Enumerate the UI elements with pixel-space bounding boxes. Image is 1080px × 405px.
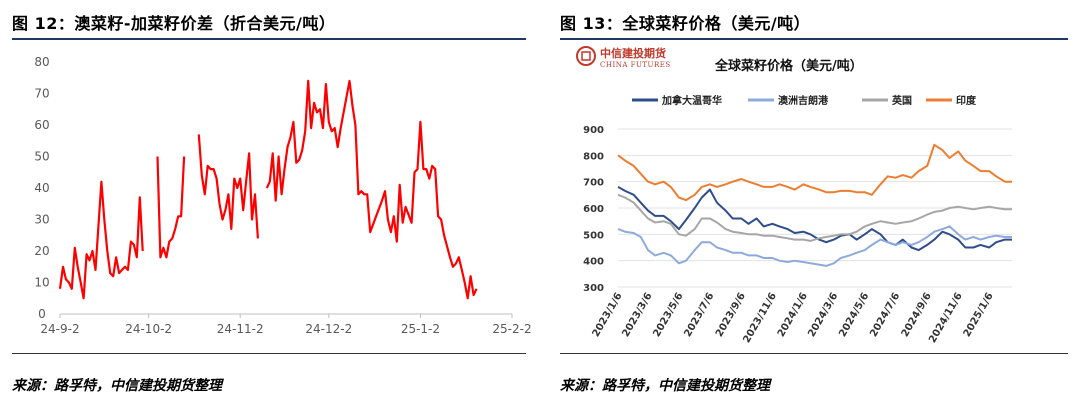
y-tick-label: 70 (34, 87, 49, 101)
x-tick-label: 25-2-2 (492, 322, 531, 336)
figure-12-top-rule (12, 38, 526, 40)
figure-13-series (617, 143, 1012, 267)
y-tick-label: 500 (583, 230, 604, 241)
legend-label: 加拿大温哥华 (661, 94, 722, 107)
x-tick-label: 24-9-2 (40, 322, 79, 336)
figure-13-legend: 加拿大温哥华 澳洲吉朗港 英国 印度 (632, 94, 977, 107)
logo-mark-icon (576, 46, 596, 66)
x-tick-label: 2023/1/6 (591, 291, 625, 339)
figure-12-series (58, 79, 478, 300)
figure-12-panel: 图 12：澳菜籽-加菜籽价差（折合美元/吨） 0 10 20 30 40 50 60 70 80… (12, 0, 532, 405)
y-tick-label: 50 (34, 150, 49, 164)
x-tick-label: 2024/1/6 (776, 291, 810, 339)
figure-13-x-axis: 2023/1/62023/3/62023/5/62023/7/62023/9/6… (591, 291, 996, 345)
figure-13-top-rule (560, 38, 1068, 40)
spread-line-segment (58, 180, 144, 300)
legend-label: 印度 (956, 94, 977, 107)
price-line (617, 193, 1012, 242)
figure-13-inner-title: 全球菜籽价格（美元/吨） (714, 58, 863, 74)
figure-12-source: 来源：路孚特，中信建投期货整理 (12, 378, 222, 394)
figure-12-y-axis: 0 10 20 30 40 50 60 70 80 (34, 55, 49, 321)
y-tick-label: 60 (34, 118, 49, 132)
x-tick-label: 24-12-2 (305, 322, 352, 336)
y-tick-label: 0 (38, 307, 46, 321)
y-tick-label: 80 (34, 55, 49, 69)
x-tick-label: 2023/9/6 (714, 291, 748, 339)
logo-english-text: CHINA FUTURES (600, 61, 671, 69)
price-line (617, 143, 1012, 202)
figure-13-y-axis: 300 400 500 600 700 800 900 (583, 125, 604, 294)
figure-13-source: 来源：路孚特，中信建投期货整理 (560, 378, 770, 394)
figure-12-bottom-rule (12, 353, 526, 354)
figure-13-panel: 图 13：全球菜籽价格（美元/吨） 中信建投期货 CHINA FUTURES 全… (560, 0, 1068, 405)
legend-label: 澳洲吉朗港 (778, 94, 829, 107)
x-tick-label: 2025/1/6 (962, 291, 996, 339)
y-tick-label: 20 (34, 244, 49, 258)
x-tick-label: 2023/3/6 (620, 291, 654, 339)
x-tick-label: 2024/9/6 (900, 291, 934, 339)
figure-13-chart: 中信建投期货 CHINA FUTURES 全球菜籽价格（美元/吨） 加拿大温哥华… (576, 46, 1012, 345)
y-tick-label: 800 (583, 151, 604, 162)
x-tick-label: 25-1-2 (401, 322, 440, 336)
y-tick-label: 600 (583, 204, 604, 215)
spread-line-segment (265, 79, 478, 300)
figure-13-title: 图 13：全球菜籽价格（美元/吨） (560, 14, 811, 33)
legend-label: 英国 (891, 94, 912, 107)
x-tick-label: 2023/11/6 (741, 291, 779, 345)
figure-12-title: 图 12：澳菜籽-加菜籽价差（折合美元/吨） (12, 14, 336, 33)
x-tick-label: 2024/7/6 (868, 291, 902, 339)
logo-chinese-text: 中信建投期货 (600, 46, 666, 60)
y-tick-label: 700 (583, 178, 604, 189)
figure-12-x-axis: 24-9-2 24-10-2 24-11-2 24-12-2 25-1-2 25-2-2 (40, 314, 532, 336)
x-tick-label: 2024/5/6 (837, 291, 871, 339)
figure-13-bottom-rule (560, 353, 1068, 354)
price-line (617, 186, 1012, 252)
x-tick-label: 2024/11/6 (927, 291, 965, 345)
x-tick-label: 24-11-2 (217, 322, 264, 336)
x-tick-label: 2023/5/6 (651, 291, 685, 339)
y-tick-label: 900 (583, 125, 604, 136)
y-tick-label: 400 (583, 257, 604, 268)
x-tick-label: 24-10-2 (125, 322, 172, 336)
y-tick-label: 40 (34, 181, 49, 195)
spread-line-segment (197, 134, 259, 239)
y-tick-label: 30 (34, 213, 49, 227)
x-tick-label: 2024/3/6 (806, 291, 840, 339)
price-line (617, 225, 1012, 267)
x-tick-label: 2023/7/6 (682, 291, 716, 339)
china-futures-logo: 中信建投期货 CHINA FUTURES (576, 46, 671, 69)
y-tick-label: 10 (34, 276, 49, 290)
spread-line-segment (156, 156, 186, 259)
y-tick-label: 300 (583, 283, 604, 294)
